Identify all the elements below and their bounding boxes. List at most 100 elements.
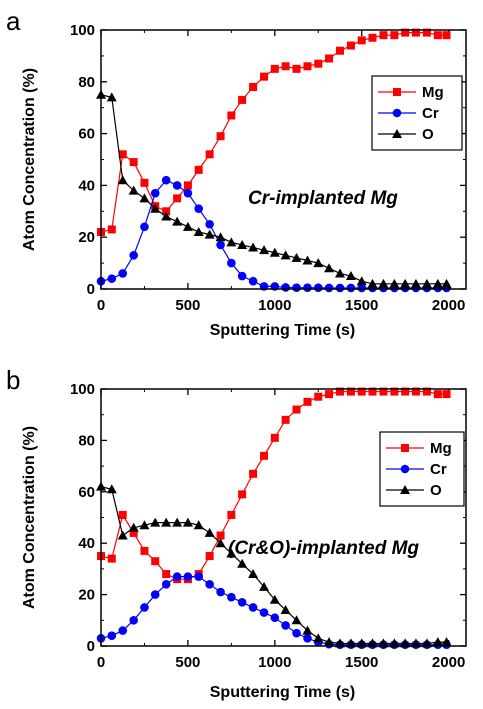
data-point bbox=[389, 278, 400, 288]
legend-marker bbox=[400, 485, 410, 494]
data-point bbox=[107, 554, 116, 563]
y-tick-label: 40 bbox=[78, 535, 95, 552]
series-cr bbox=[96, 175, 451, 293]
data-point bbox=[150, 517, 161, 527]
data-point bbox=[128, 522, 139, 532]
data-point bbox=[378, 638, 389, 648]
data-point bbox=[411, 28, 420, 37]
y-tick-label: 60 bbox=[78, 126, 95, 143]
data-point bbox=[150, 590, 160, 599]
data-point bbox=[249, 82, 258, 91]
data-point bbox=[324, 283, 334, 293]
x-tick-label: 500 bbox=[175, 297, 200, 314]
data-point bbox=[281, 62, 290, 71]
data-point bbox=[237, 598, 247, 607]
data-point bbox=[270, 64, 279, 73]
data-point bbox=[194, 204, 203, 214]
data-point bbox=[270, 433, 279, 442]
data-point bbox=[238, 490, 247, 499]
data-point bbox=[226, 548, 237, 558]
data-point bbox=[205, 150, 214, 159]
data-point bbox=[346, 387, 355, 396]
data-point bbox=[442, 31, 451, 40]
data-point bbox=[302, 625, 313, 635]
data-point bbox=[172, 216, 183, 226]
data-point bbox=[334, 268, 345, 278]
data-point bbox=[269, 247, 280, 257]
data-point bbox=[281, 415, 290, 424]
data-point bbox=[324, 263, 335, 273]
data-point bbox=[280, 605, 291, 615]
data-point bbox=[140, 546, 149, 555]
data-point bbox=[379, 387, 388, 396]
data-point bbox=[259, 245, 270, 255]
data-point bbox=[368, 387, 377, 396]
y-tick-label: 80 bbox=[78, 432, 95, 449]
y-axis-title: Atom Concentration (%) bbox=[21, 426, 38, 609]
data-point bbox=[334, 638, 345, 648]
data-point bbox=[182, 517, 193, 527]
data-point bbox=[140, 222, 149, 232]
data-point bbox=[378, 278, 389, 288]
data-point bbox=[248, 276, 258, 286]
data-point bbox=[291, 252, 302, 262]
data-point bbox=[345, 271, 356, 281]
legend-label: O bbox=[422, 126, 434, 143]
x-tick-label: 2000 bbox=[432, 654, 465, 671]
data-point bbox=[216, 587, 225, 597]
data-point bbox=[259, 608, 269, 617]
y-tick-label: 100 bbox=[70, 22, 95, 39]
data-point bbox=[183, 188, 193, 198]
data-point bbox=[401, 28, 410, 37]
data-point bbox=[281, 283, 290, 292]
data-point bbox=[139, 193, 150, 203]
data-point bbox=[313, 258, 324, 268]
data-point bbox=[356, 638, 367, 648]
data-point bbox=[432, 637, 443, 647]
data-point bbox=[421, 638, 432, 648]
data-point bbox=[432, 278, 443, 288]
y-tick-label: 100 bbox=[70, 381, 95, 398]
annotation: (Cr&O)-implanted Mg bbox=[228, 538, 419, 559]
data-point bbox=[357, 36, 366, 45]
data-point bbox=[302, 255, 313, 265]
data-point bbox=[227, 510, 236, 519]
y-tick-label: 0 bbox=[87, 281, 95, 298]
data-point bbox=[292, 405, 301, 414]
data-point bbox=[248, 569, 259, 579]
data-point bbox=[335, 387, 344, 396]
data-point bbox=[356, 276, 367, 286]
y-tick-label: 60 bbox=[78, 484, 95, 501]
data-point bbox=[129, 528, 138, 537]
x-axis-title: Sputtering Time (s) bbox=[210, 684, 356, 701]
data-point bbox=[107, 274, 117, 283]
legend: Mg Cr O bbox=[379, 431, 465, 507]
data-point bbox=[151, 557, 160, 566]
data-point bbox=[325, 54, 334, 63]
data-point bbox=[357, 283, 367, 293]
data-point bbox=[237, 271, 247, 281]
data-point bbox=[335, 46, 344, 55]
data-point bbox=[249, 469, 258, 478]
data-point bbox=[441, 278, 452, 288]
data-point bbox=[269, 594, 280, 604]
x-tick-label: 1500 bbox=[345, 297, 378, 314]
data-point bbox=[281, 621, 290, 630]
data-point bbox=[389, 638, 400, 648]
data-point bbox=[172, 517, 183, 527]
data-point bbox=[117, 530, 128, 540]
data-point bbox=[118, 150, 127, 159]
data-point bbox=[129, 616, 138, 625]
data-point bbox=[441, 637, 452, 647]
data-point bbox=[260, 451, 269, 460]
data-point bbox=[205, 580, 214, 589]
legend-label: Cr bbox=[422, 105, 439, 122]
data-point bbox=[183, 572, 193, 581]
data-point bbox=[411, 387, 420, 396]
data-point bbox=[335, 283, 345, 293]
data-point bbox=[314, 392, 323, 401]
data-point bbox=[390, 387, 399, 396]
y-tick-label: 0 bbox=[87, 638, 95, 655]
